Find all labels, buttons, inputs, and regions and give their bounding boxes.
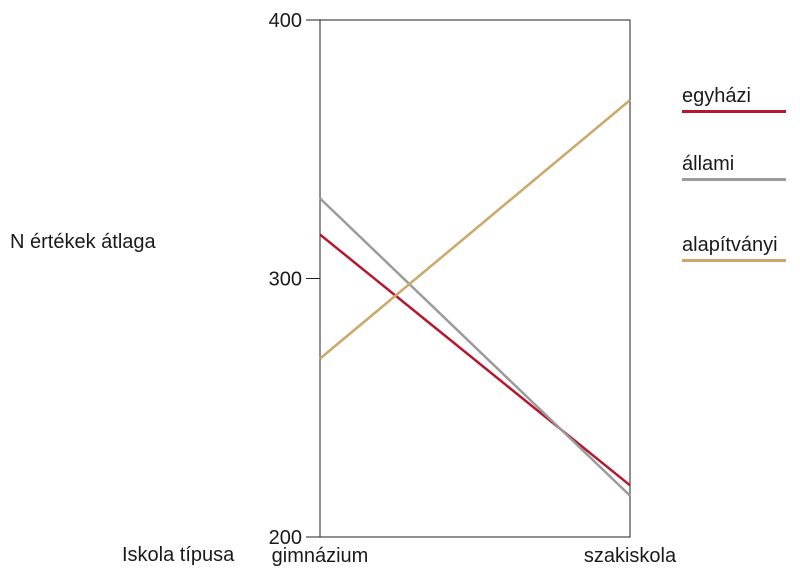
x-axis-title: Iskola típusa xyxy=(122,544,235,566)
series-line xyxy=(319,197,631,497)
legend-label: alapítványi xyxy=(682,234,778,256)
y-axis: 200 300 400 xyxy=(269,10,320,549)
legend-label: állami xyxy=(682,153,735,175)
y-tick-label: 200 xyxy=(269,527,302,549)
legend-swatch xyxy=(682,178,786,181)
x-tick-label: gimnázium xyxy=(272,545,369,567)
legend-item: állami xyxy=(682,154,786,181)
legend-item: egyházi xyxy=(682,86,786,113)
legend-swatch xyxy=(682,259,786,262)
series-lines xyxy=(319,99,631,497)
legend-label: egyházi xyxy=(682,85,751,107)
x-tick-label: szakiskola xyxy=(584,545,677,567)
y-tick-label: 300 xyxy=(269,269,302,291)
legend-item: alapítványi xyxy=(682,235,786,262)
plot-area xyxy=(319,19,631,538)
series-line xyxy=(319,99,631,360)
legend-swatch xyxy=(682,110,786,113)
plot-border xyxy=(319,19,631,538)
series-line xyxy=(319,233,631,487)
x-axis: gimnázium szakiskola xyxy=(272,545,677,567)
y-tick-label: 400 xyxy=(269,10,302,32)
y-axis-title: N értékek átlaga xyxy=(10,231,156,253)
